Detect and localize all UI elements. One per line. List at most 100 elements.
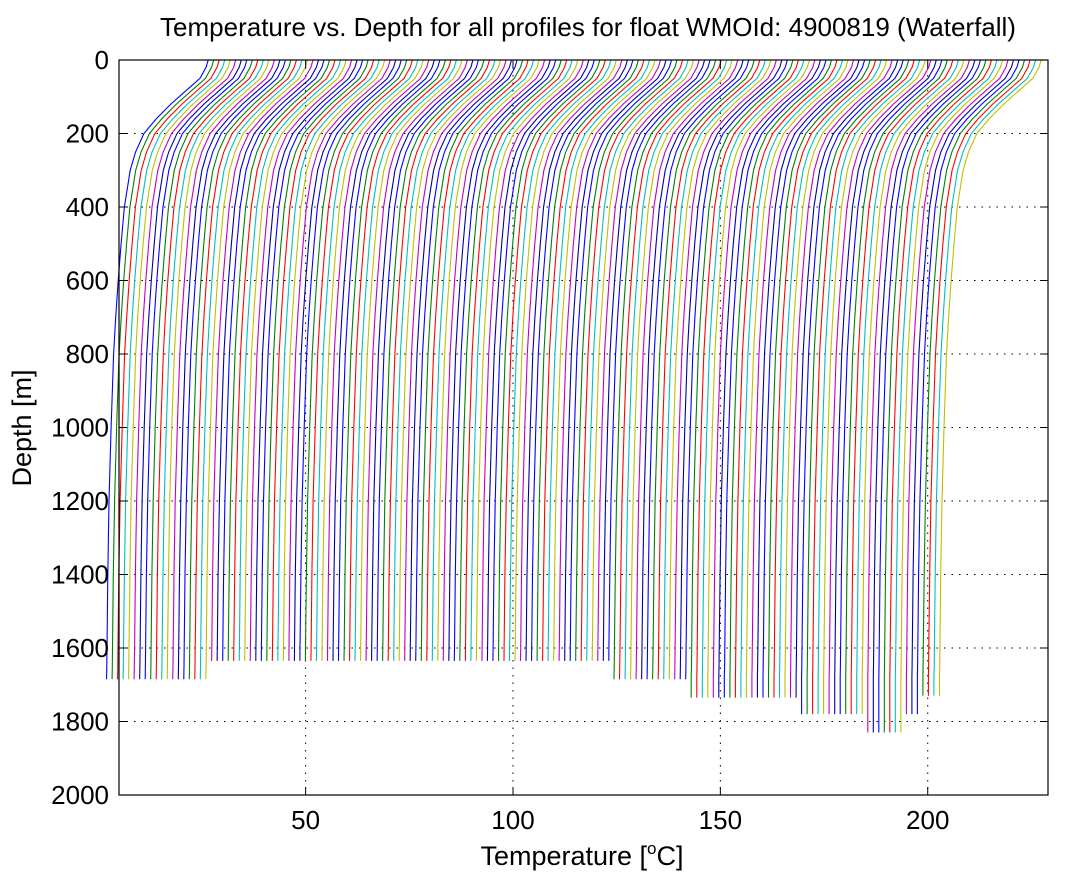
profile-line	[288, 59, 391, 661]
profile-line	[260, 59, 364, 661]
profile-line	[459, 59, 562, 661]
profile-line	[497, 59, 601, 661]
profile-line	[150, 59, 253, 680]
profile-line	[299, 59, 402, 661]
profile-line	[751, 59, 855, 698]
profile-line	[618, 59, 722, 680]
profile-line	[867, 59, 970, 733]
profile-line	[117, 59, 220, 680]
x-axis-ticks: 50 100 150 200	[291, 60, 949, 835]
profile-line	[624, 59, 728, 680]
profile-line	[933, 59, 1037, 696]
profile-line	[778, 59, 882, 698]
x-tick-label: 100	[491, 805, 534, 835]
y-tick-label: 1800	[51, 707, 109, 737]
profile-line	[696, 59, 799, 698]
profile-line	[172, 59, 275, 680]
profile-line	[216, 59, 320, 661]
profile-line	[674, 59, 777, 680]
profile-line	[161, 59, 264, 680]
profile-line	[222, 59, 325, 661]
profile-line	[133, 59, 237, 680]
profile-line	[177, 59, 281, 680]
profile-line	[894, 59, 998, 733]
profile-line	[916, 59, 1020, 715]
profile-line	[271, 59, 375, 661]
profile-line	[756, 59, 860, 698]
x-axis-label: Temperature [oC]	[480, 839, 683, 871]
profile-line	[354, 59, 457, 661]
profile-line	[310, 59, 413, 661]
profile-line	[481, 59, 584, 661]
profile-line	[448, 59, 551, 661]
profile-line	[536, 59, 639, 661]
profile-line	[376, 59, 479, 661]
profile-line	[233, 59, 336, 661]
profile-line	[144, 59, 248, 680]
profile-line	[464, 59, 568, 661]
profile-line	[900, 59, 1004, 733]
profile-line	[514, 59, 617, 661]
profile-line	[166, 59, 270, 680]
profile-line	[111, 59, 215, 680]
profile-line	[806, 59, 910, 715]
profile-line	[773, 59, 877, 698]
profile-line	[586, 59, 689, 661]
profile-line	[387, 59, 491, 661]
profile-line	[845, 59, 948, 715]
profile-line	[266, 59, 369, 661]
profile-line	[569, 59, 673, 661]
profile-line	[398, 59, 502, 661]
profile-line	[635, 59, 739, 680]
profile-line	[382, 59, 485, 661]
profile-line	[630, 59, 733, 680]
profile-line	[371, 59, 474, 661]
profile-line	[580, 59, 684, 661]
profile-line	[878, 59, 981, 733]
profile-line	[519, 59, 623, 661]
profile-line	[128, 59, 231, 680]
profile-line	[238, 59, 342, 661]
y-tick-label: 1400	[51, 560, 109, 590]
profile-line	[547, 59, 650, 661]
profile-line	[304, 59, 408, 661]
profile-line	[343, 59, 446, 661]
profile-line	[282, 59, 386, 661]
profile-line	[828, 59, 932, 715]
profile-line	[393, 59, 496, 661]
profile-lines	[106, 59, 1042, 733]
profile-line	[475, 59, 579, 661]
profile-line	[205, 59, 309, 680]
y-axis-label: Depth [m]	[7, 369, 37, 486]
profile-line	[492, 59, 595, 661]
profile-line	[277, 59, 380, 661]
y-tick-label: 400	[66, 192, 109, 222]
profile-line	[155, 59, 259, 680]
profile-line	[856, 59, 959, 715]
profile-line	[122, 59, 226, 680]
profile-line	[745, 59, 849, 698]
profile-line	[183, 59, 286, 680]
profile-line	[199, 59, 303, 680]
y-tick-label: 1600	[51, 633, 109, 663]
profile-line	[823, 59, 926, 715]
profile-line	[889, 59, 992, 733]
profile-line	[503, 59, 606, 661]
profile-line	[850, 59, 954, 715]
profile-line	[707, 59, 810, 698]
profile-line	[734, 59, 838, 698]
profile-line	[558, 59, 662, 661]
profile-line	[575, 59, 678, 661]
profile-line	[883, 59, 987, 733]
profile-line	[315, 59, 419, 661]
chart-title: Temperature vs. Depth for all profiles f…	[160, 12, 1016, 42]
x-axis-label-superscript: o	[647, 839, 656, 858]
profile-line	[106, 59, 209, 680]
profile-line	[652, 59, 755, 680]
profile-line	[657, 59, 761, 680]
y-tick-label: 1000	[51, 413, 109, 443]
x-tick-label: 50	[291, 805, 320, 835]
profile-line	[531, 59, 634, 661]
profile-line	[712, 59, 816, 698]
